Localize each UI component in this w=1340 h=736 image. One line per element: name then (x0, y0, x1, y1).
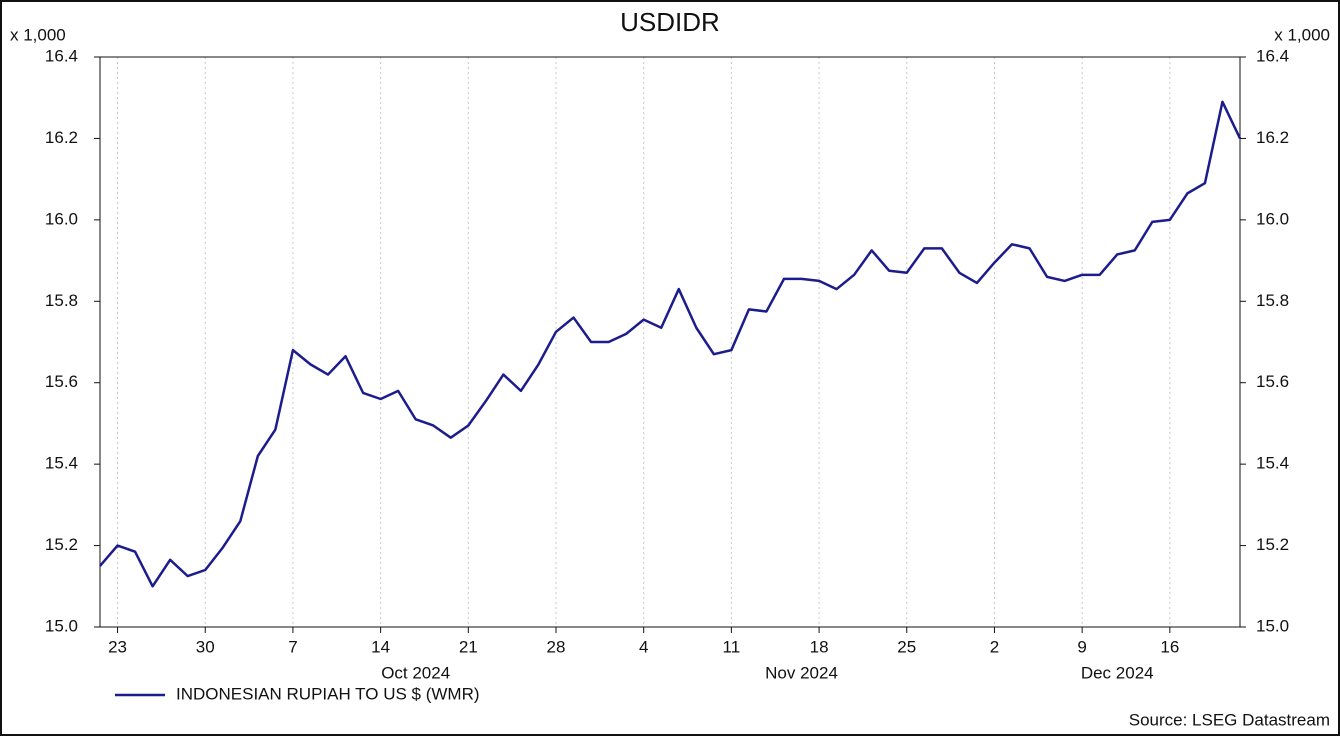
y-tick-label: 15.0 (45, 616, 78, 635)
y-tick-label: 16.4 (45, 46, 78, 65)
y-tick-label: 16.0 (45, 209, 78, 228)
chart-title: USDIDR (620, 7, 720, 37)
plot-border (99, 56, 1241, 628)
y2-tick-label: 15.8 (1256, 291, 1289, 310)
x-tick-label: 23 (108, 637, 127, 656)
y2-unit: x 1,000 (1274, 25, 1330, 44)
x-tick-label: 18 (810, 637, 829, 656)
x-tick-label: 28 (547, 637, 566, 656)
y2-tick-label: 16.4 (1256, 46, 1289, 65)
y-tick-label: 15.6 (45, 372, 78, 391)
y-tick-label: 16.2 (45, 128, 78, 147)
series-line (99, 100, 1242, 588)
month-label: Nov 2024 (765, 663, 838, 682)
x-tick-label: 25 (897, 637, 916, 656)
y2-tick-label: 15.6 (1256, 372, 1289, 391)
y2-tick-label: 15.0 (1256, 616, 1289, 635)
x-tick-label: 21 (459, 637, 478, 656)
month-label: Dec 2024 (1081, 663, 1154, 682)
x-tick-label: 9 (1077, 637, 1086, 656)
y-tick-label: 15.4 (45, 454, 78, 473)
y-tick-label: 15.2 (45, 535, 78, 554)
y2-tick-label: 16.2 (1256, 128, 1289, 147)
x-tick-label: 14 (371, 637, 390, 656)
source: Source: LSEG Datastream (1129, 710, 1330, 729)
legend-label: INDONESIAN RUPIAH TO US $ (WMR) (176, 684, 480, 703)
x-tick-label: 11 (723, 637, 741, 656)
x-tick-label: 16 (1160, 637, 1179, 656)
y-tick-label: 15.8 (45, 291, 78, 310)
x-tick-label: 4 (639, 637, 648, 656)
y2-tick-label: 16.0 (1256, 209, 1289, 228)
y2-tick-label: 15.4 (1256, 454, 1289, 473)
x-tick-label: 7 (288, 637, 297, 656)
y-unit: x 1,000 (10, 25, 66, 44)
x-tick-label: 2 (990, 637, 999, 656)
y2-tick-label: 15.2 (1256, 535, 1289, 554)
month-label: Oct 2024 (381, 663, 450, 682)
x-tick-label: 30 (196, 637, 215, 656)
